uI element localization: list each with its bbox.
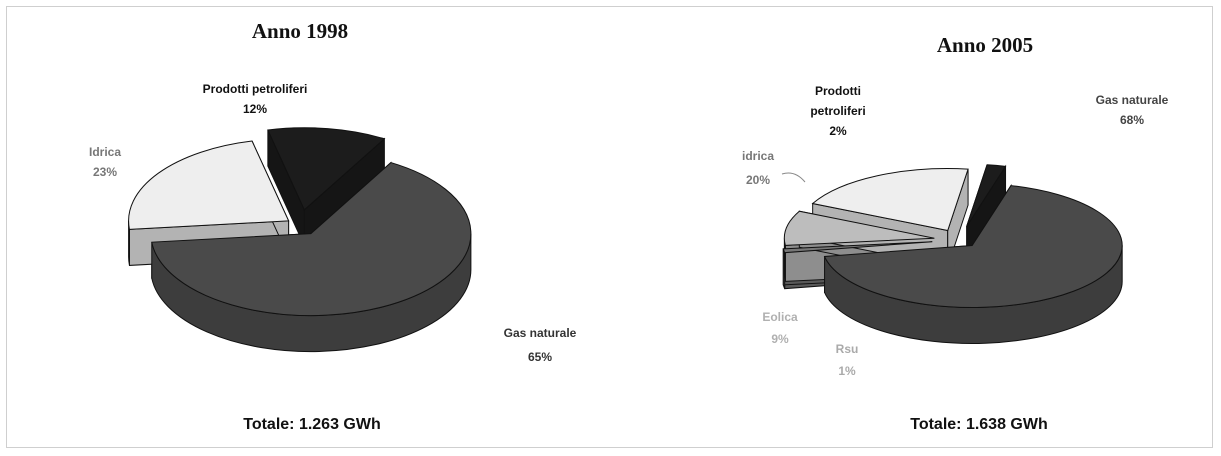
leader-line	[781, 172, 806, 183]
pie-slice-rsu	[782, 241, 933, 254]
slice-label-value: 9%	[771, 332, 789, 346]
slice-label-name: Eolica	[762, 310, 798, 324]
slice-label-name: Prodotti petroliferi	[203, 82, 308, 96]
slice-label-name: Idrica	[89, 145, 121, 159]
pie-slice-eolica	[783, 210, 935, 246]
slice-label-value: 12%	[243, 102, 267, 116]
pie-chart-2005	[782, 164, 1123, 344]
pie-chart-1998	[128, 127, 472, 353]
slice-label-value: 2%	[829, 124, 847, 138]
slice-label-name: Gas naturale	[504, 326, 577, 340]
total-label: Totale: 1.263 GWh	[243, 416, 381, 433]
pie-slice-idrica	[811, 168, 969, 232]
slice-label-value: 20%	[746, 173, 770, 187]
slice-label-value: 23%	[93, 165, 117, 179]
chart-title: Anno 2005	[937, 33, 1033, 57]
slice-label-value: 68%	[1120, 113, 1144, 127]
slice-label-name: Rsu	[836, 342, 859, 356]
slice-label-value: 65%	[528, 350, 552, 364]
chart-title: Anno 1998	[252, 19, 348, 43]
pie-slice-prodotti-petroliferi	[966, 164, 1007, 227]
total-label: Totale: 1.638 GWh	[910, 416, 1048, 433]
pie-slice-gas-naturale	[151, 162, 472, 317]
slice-label-name: idrica	[742, 149, 774, 163]
slice-label-name-line1: Prodotti	[815, 84, 861, 98]
slice-label-name: Gas naturale	[1096, 93, 1169, 107]
slice-label-value: 1%	[838, 364, 856, 378]
slice-label-name-line2: petroliferi	[810, 104, 865, 118]
pie-slice-gas-naturale	[823, 185, 1123, 308]
pie-slice-idrica	[128, 140, 290, 230]
pie-slice-prodotti-petroliferi	[267, 127, 386, 211]
